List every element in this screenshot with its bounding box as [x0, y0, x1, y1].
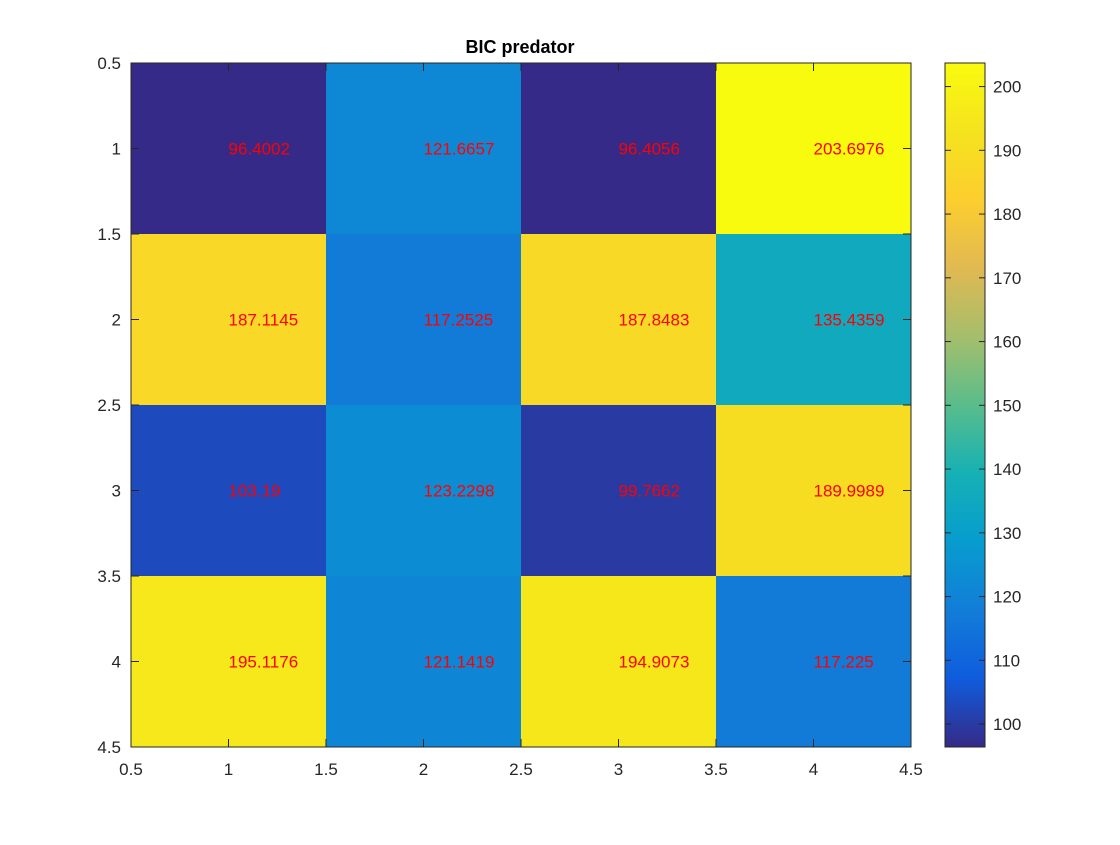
y-tick-label: 2 [112, 311, 121, 330]
heatmap-cell [131, 63, 327, 235]
x-tick-label: 2 [419, 760, 428, 779]
heatmap-cell [326, 234, 522, 406]
x-tick-label: 3.5 [704, 760, 728, 779]
cell-value-label: 103.19 [229, 482, 281, 501]
cell-value-label: 195.1176 [229, 653, 299, 672]
heatmap-cell [716, 576, 912, 748]
chart-title: BIC predator [465, 37, 574, 57]
heatmap-cell [716, 63, 912, 235]
x-axis: 0.5 1 1.5 2 2.5 3 3.5 4 4.5 [119, 63, 923, 779]
y-tick-label: 4.5 [97, 738, 121, 757]
x-tick-label: 3 [614, 760, 623, 779]
colorbar-tick-label: 200 [993, 78, 1021, 97]
colorbar-tick-label: 140 [993, 460, 1021, 479]
cell-value-label: 187.8483 [619, 311, 690, 330]
y-tick-label: 2.5 [97, 396, 121, 415]
cell-value-label: 203.6976 [814, 140, 885, 159]
colorbar-tick-label: 180 [993, 205, 1021, 224]
x-tick-label: 2.5 [509, 760, 533, 779]
colorbar: 100 110 120 130 140 150 160 170 180 190 200 [944, 62, 1021, 748]
colorbar-gradient [944, 62, 986, 748]
cell-value-label: 117.2525 [424, 311, 494, 330]
cell-value-label: 96.4056 [619, 140, 680, 159]
y-axis: 0.5 1 1.5 2 2.5 3 3.5 4 4.5 [97, 54, 911, 757]
x-tick-label: 4.5 [899, 760, 923, 779]
y-tick-label: 1 [112, 140, 121, 159]
heatmap-cell-labels: 96.4002 121.6657 96.4056 203.6976 187.1145 11… [229, 140, 885, 672]
colorbar-tick-label: 170 [993, 269, 1021, 288]
cell-value-label: 96.4002 [229, 140, 290, 159]
colorbar-tick-label: 120 [993, 588, 1021, 607]
y-tick-label: 3.5 [97, 567, 121, 586]
y-tick-label: 1.5 [97, 225, 121, 244]
heatmap-cell [521, 234, 717, 406]
colorbar-tick-label: 150 [993, 396, 1021, 415]
cell-value-label: 194.9073 [619, 653, 690, 672]
heatmap-cell [716, 405, 912, 577]
heatmap-cell [326, 405, 522, 577]
heatmap-cells [131, 63, 912, 748]
heatmap-cell [131, 576, 327, 748]
x-tick-label: 0.5 [119, 760, 143, 779]
cell-value-label: 187.1145 [229, 311, 299, 330]
heatmap-cell [131, 405, 327, 577]
cell-value-label: 135.4359 [814, 311, 885, 330]
heatmap-cell [521, 576, 717, 748]
x-tick-label: 1 [224, 760, 233, 779]
y-tick-label: 3 [112, 482, 121, 501]
cell-value-label: 99.7662 [619, 482, 680, 501]
cell-value-label: 123.2298 [424, 482, 495, 501]
colorbar-tick-label: 100 [993, 715, 1021, 734]
x-tick-label: 1.5 [314, 760, 338, 779]
cell-value-label: 117.225 [814, 653, 874, 672]
heatmap-cell [131, 234, 327, 406]
y-tick-label: 0.5 [97, 54, 121, 73]
heatmap-cell [326, 63, 522, 235]
cell-value-label: 121.6657 [424, 140, 495, 159]
colorbar-tick-label: 130 [993, 524, 1021, 543]
heatmap-cell [716, 234, 912, 406]
cell-value-label: 121.1419 [424, 653, 495, 672]
colorbar-tick-label: 190 [993, 141, 1021, 160]
heatmap-cell [326, 576, 522, 748]
cell-value-label: 189.9989 [814, 482, 885, 501]
y-tick-label: 4 [112, 653, 121, 672]
heatmap-cell [521, 405, 717, 577]
colorbar-tick-label: 110 [993, 651, 1020, 670]
heatmap-cell [521, 63, 717, 235]
x-tick-label: 4 [809, 760, 818, 779]
colorbar-tick-label: 160 [993, 333, 1021, 352]
